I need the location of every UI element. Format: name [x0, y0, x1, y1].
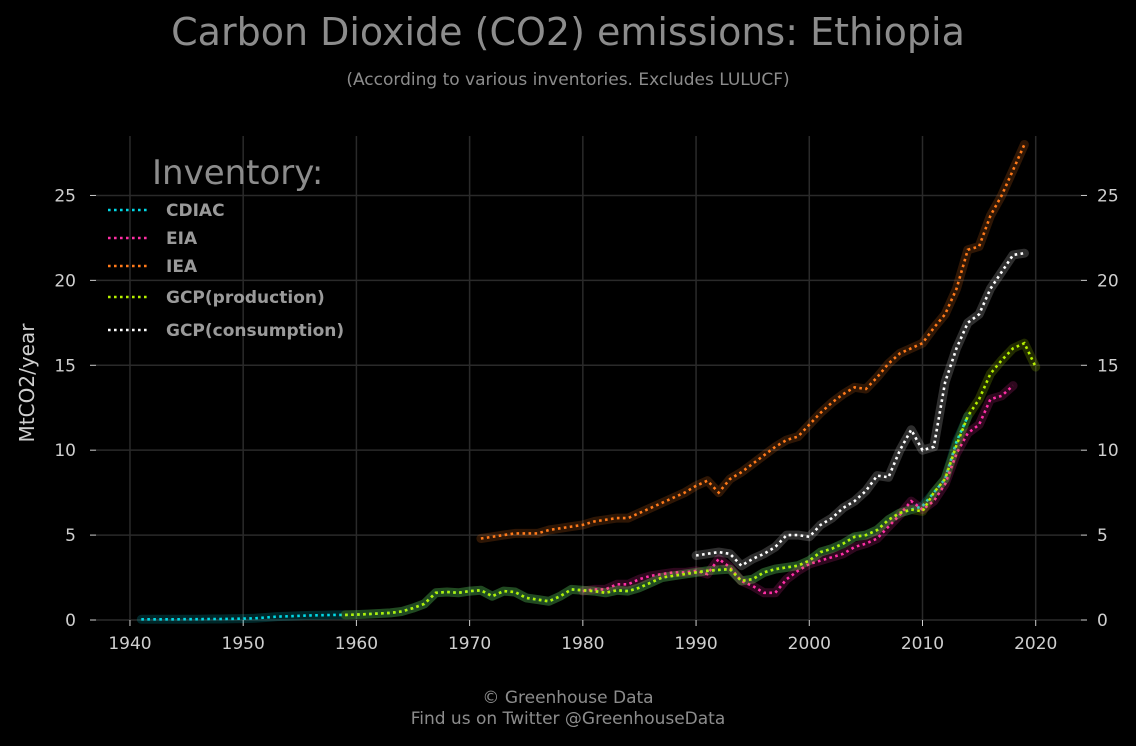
x-tick-label: 1940 [108, 634, 151, 654]
x-tick-label: 1990 [674, 634, 717, 654]
x-tick-label: 2010 [901, 634, 944, 654]
y-tick-label-left: 10 [54, 441, 76, 461]
y-tick-label-right: 20 [1097, 271, 1119, 291]
y-tick-label-right: 0 [1097, 611, 1108, 631]
legend-label: IEA [166, 257, 198, 277]
x-tick-label: 2000 [788, 634, 831, 654]
chart-subtitle: (According to various inventories. Exclu… [346, 70, 790, 90]
series-line-gcp-consumption- [695, 251, 1025, 568]
series-line-cdiac [141, 415, 969, 621]
chart-title: Carbon Dioxide (CO2) emissions: Ethiopia [171, 10, 965, 54]
y-tick-label-left: 5 [65, 526, 76, 546]
y-tick-label-right: 10 [1097, 441, 1119, 461]
legend-title: Inventory: [152, 153, 323, 193]
y-tick-label-left: 25 [54, 186, 76, 206]
x-tick-label: 1970 [448, 634, 491, 654]
y-tick-label-right: 5 [1097, 526, 1108, 546]
x-tick-label: 2020 [1014, 634, 1057, 654]
footer-twitter: Find us on Twitter @GreenhouseData [410, 709, 726, 729]
x-tick-label: 1980 [561, 634, 604, 654]
legend-label: CDIAC [166, 201, 225, 221]
y-tick-label-left: 0 [65, 611, 76, 631]
x-tick-label: 1960 [335, 634, 378, 654]
legend-label: GCP(production) [166, 288, 325, 308]
series-line-eia [582, 384, 1014, 595]
legend-label: EIA [166, 229, 198, 249]
y-tick-label-left: 15 [54, 356, 76, 376]
x-tick-label: 1950 [222, 634, 265, 654]
series-line-gcp-production- [345, 341, 1037, 617]
y-tick-label-right: 25 [1097, 186, 1119, 206]
footer: © Greenhouse Data Find us on Twitter @Gr… [0, 688, 1136, 730]
footer-copyright: © Greenhouse Data [482, 688, 654, 708]
y-axis-label: MtCO2/year [15, 323, 39, 443]
series-glow-0 [136, 411, 973, 624]
y-tick-label-right: 15 [1097, 356, 1119, 376]
y-tick-label-left: 20 [54, 271, 76, 291]
legend-label: GCP(consumption) [166, 321, 344, 341]
series-line-iea [480, 143, 1026, 540]
